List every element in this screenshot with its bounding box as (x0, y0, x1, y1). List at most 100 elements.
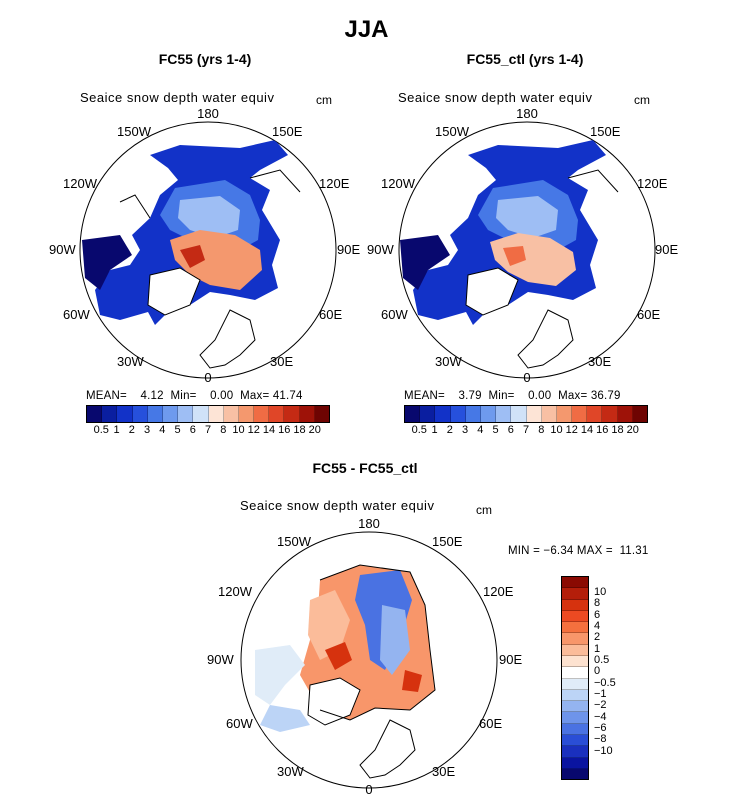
panel-3-colorbar-tick-label: 2 (594, 631, 601, 644)
panel-1-min-value: 0.00 (210, 390, 234, 402)
panel-2-max-label: Max= (558, 390, 588, 402)
panel-1-snow-hot (180, 245, 205, 268)
panel-2-colorbar-swatch (450, 406, 466, 422)
panel-1-colorbar-swatch (223, 406, 239, 422)
panel-3-lon-150e: 150E (432, 534, 463, 549)
panel-2-lon-150w: 150W (435, 124, 470, 139)
panel-3-colorbar-swatch (562, 757, 588, 769)
panel-2-colorbar-swatch (617, 406, 633, 422)
panel-2-colorbar-swatch (632, 406, 647, 422)
panel-1-unit-label: cm (316, 93, 332, 107)
panel-2-siberia-coast (567, 169, 619, 193)
panel-3-colorbar-swatch (562, 633, 588, 645)
panel-2-colorbar-swatch (541, 406, 557, 422)
panel-1-colorbar-tick-label: 7 (204, 424, 212, 436)
panel-3-lon-180: 180 (358, 516, 380, 531)
panel-3-colorbar-swatch (562, 610, 588, 623)
panel-3-lon-150w: 150W (277, 534, 312, 549)
panel-3-colorbar-tick-label: 10 (594, 586, 607, 598)
panel-2-title: FC55_ctl (yrs 1-4) (466, 51, 584, 67)
panel-2-colorbar-tick-label: 16 (596, 424, 609, 436)
panel-2-colorbar-tick-label: 20 (626, 424, 639, 436)
panel-2-lon-90w: 90W (367, 242, 394, 257)
panel-1-lon-0: 0 (204, 370, 211, 385)
panel-3-greenland (307, 677, 361, 726)
panel-1-snow-pale (178, 196, 240, 238)
panel-1-colorbar-swatch (269, 406, 285, 422)
panel-1-colorbar-swatch (238, 406, 255, 422)
panel-2-mean-value: 3.79 (458, 390, 482, 402)
panel-1-polar-map: 180 0 150W 150E 120W 120E 90W 90E 60W 60… (49, 106, 360, 385)
panel-1-max-label: Max= (240, 390, 270, 402)
panel-2-lon-90e: 90E (655, 242, 678, 257)
panel-3-lon-90w: 90W (207, 652, 234, 667)
panel-1-colorbar-tick-label: 2 (128, 424, 135, 436)
panel-1-lon-60w: 60W (63, 307, 90, 322)
panel-2-colorbar-swatch (526, 406, 542, 422)
panel-1-lon-180: 180 (197, 106, 219, 121)
panel-1-colorbar-tick-label: 16 (278, 424, 291, 436)
panel-2-colorbar-swatch (435, 406, 451, 422)
panel-2-colorbar-swatch (587, 406, 603, 422)
panel-3-colorbar-ticks: 10 8 6 4 2 1 0.5 0 −0.5 −1 −2 −4 −6 −8 −10 (594, 576, 634, 780)
panel-3-colorbar-tick-label: 6 (594, 608, 601, 621)
panel-1-variable-label: Seaice snow depth water equiv (80, 90, 275, 105)
panel-3-diff-red-east (402, 670, 422, 692)
panel-2-colorbar-tick-label: 0.5 (411, 424, 427, 436)
panel-2-colorbar-tick-label: 14 (580, 424, 594, 436)
panel-3-colorbar-tick-label: −10 (594, 744, 613, 757)
panel-2-colorbar (404, 405, 648, 423)
panel-2-polar-map: 180 0 150W 150E 120W 120E 90W 90E 60W 60… (367, 106, 678, 385)
panel-1-colorbar-swatch (178, 406, 194, 422)
panel-3-colorbar-swatch (562, 644, 588, 656)
panel-1-title: FC55 (yrs 1-4) (158, 51, 252, 67)
panel-3-colorbar-swatch (562, 678, 588, 690)
panel-1-scandinavia-coast (199, 309, 256, 369)
panel-2-lon-60w: 60W (381, 307, 408, 322)
panel-1-colorbar-tick-label: 3 (143, 424, 151, 436)
panel-2-lon-0: 0 (523, 370, 530, 385)
panel-1-colorbar-swatch (147, 406, 163, 422)
panel-3-colorbar-swatch (562, 701, 588, 713)
panel-2-colorbar-swatch (572, 406, 588, 422)
panel-1-mean-value: 4.12 (140, 390, 164, 402)
panel-3-colorbar-swatch (562, 734, 588, 747)
panel-1-west-shelf (82, 235, 132, 290)
panel-2-stats: MEAN= 3.79 Min= 0.00 Max= 36.79 (404, 390, 621, 402)
panel-2-colorbar-swatch (511, 406, 527, 422)
panel-3-min-value: −6.34 (543, 545, 574, 557)
panel-3-unit-label: cm (476, 503, 492, 517)
panel-3-colorbar-swatch (562, 723, 588, 735)
panel-2-colorbar-swatch (465, 406, 481, 422)
panel-1-stats: MEAN= 4.12 Min= 0.00 Max= 41.74 (86, 390, 303, 402)
panel-3-colorbar-tick-label: −4 (594, 710, 607, 723)
panel-2-colorbar-tick-label: 2 (446, 424, 453, 436)
panel-3-colorbar-swatch (562, 622, 588, 634)
panel-3-lon-90e: 90E (499, 652, 522, 667)
panel-1-colorbar-tick-label: 8 (220, 424, 227, 436)
panel-3-colorbar-swatch (562, 768, 588, 780)
panel-1-colorbar-tick-label: 6 (189, 424, 196, 436)
panel-1-colorbar-swatch (208, 406, 224, 422)
panel-2-greenland (465, 267, 519, 316)
panel-3-colorbar-tick-label: −8 (594, 733, 607, 746)
panel-3-colorbar-tick-label: 0.5 (594, 654, 610, 666)
panel-3-lon-120w: 120W (218, 584, 253, 599)
panel-2-colorbar-tick-label: 5 (492, 424, 499, 436)
panel-3-lon-60e: 60E (479, 716, 502, 731)
panel-3-min-label: MIN = (508, 545, 540, 557)
panel-1-lon-150w: 150W (117, 124, 152, 139)
panel-3-colorbar-tick-label: 8 (594, 597, 601, 610)
panel-1-colorbar-swatch (299, 406, 315, 422)
panel-2-lon-60e: 60E (637, 307, 660, 322)
panel-2-lon-30e: 30E (588, 354, 611, 369)
panel-2-colorbar-swatch (496, 406, 512, 422)
panel-2-colorbar-swatch (556, 406, 573, 422)
panel-3-variable-label: Seaice snow depth water equiv (240, 498, 435, 513)
panel-2-colorbar-swatch (480, 406, 497, 422)
panel-3-max-value: 11.31 (619, 545, 649, 557)
panel-2-lon-120e: 120E (637, 176, 668, 191)
panel-2-snow-hot (503, 246, 526, 266)
panel-1-mean-label: MEAN= (86, 390, 127, 402)
panel-2-colorbar-tick-label: 10 (550, 424, 563, 436)
